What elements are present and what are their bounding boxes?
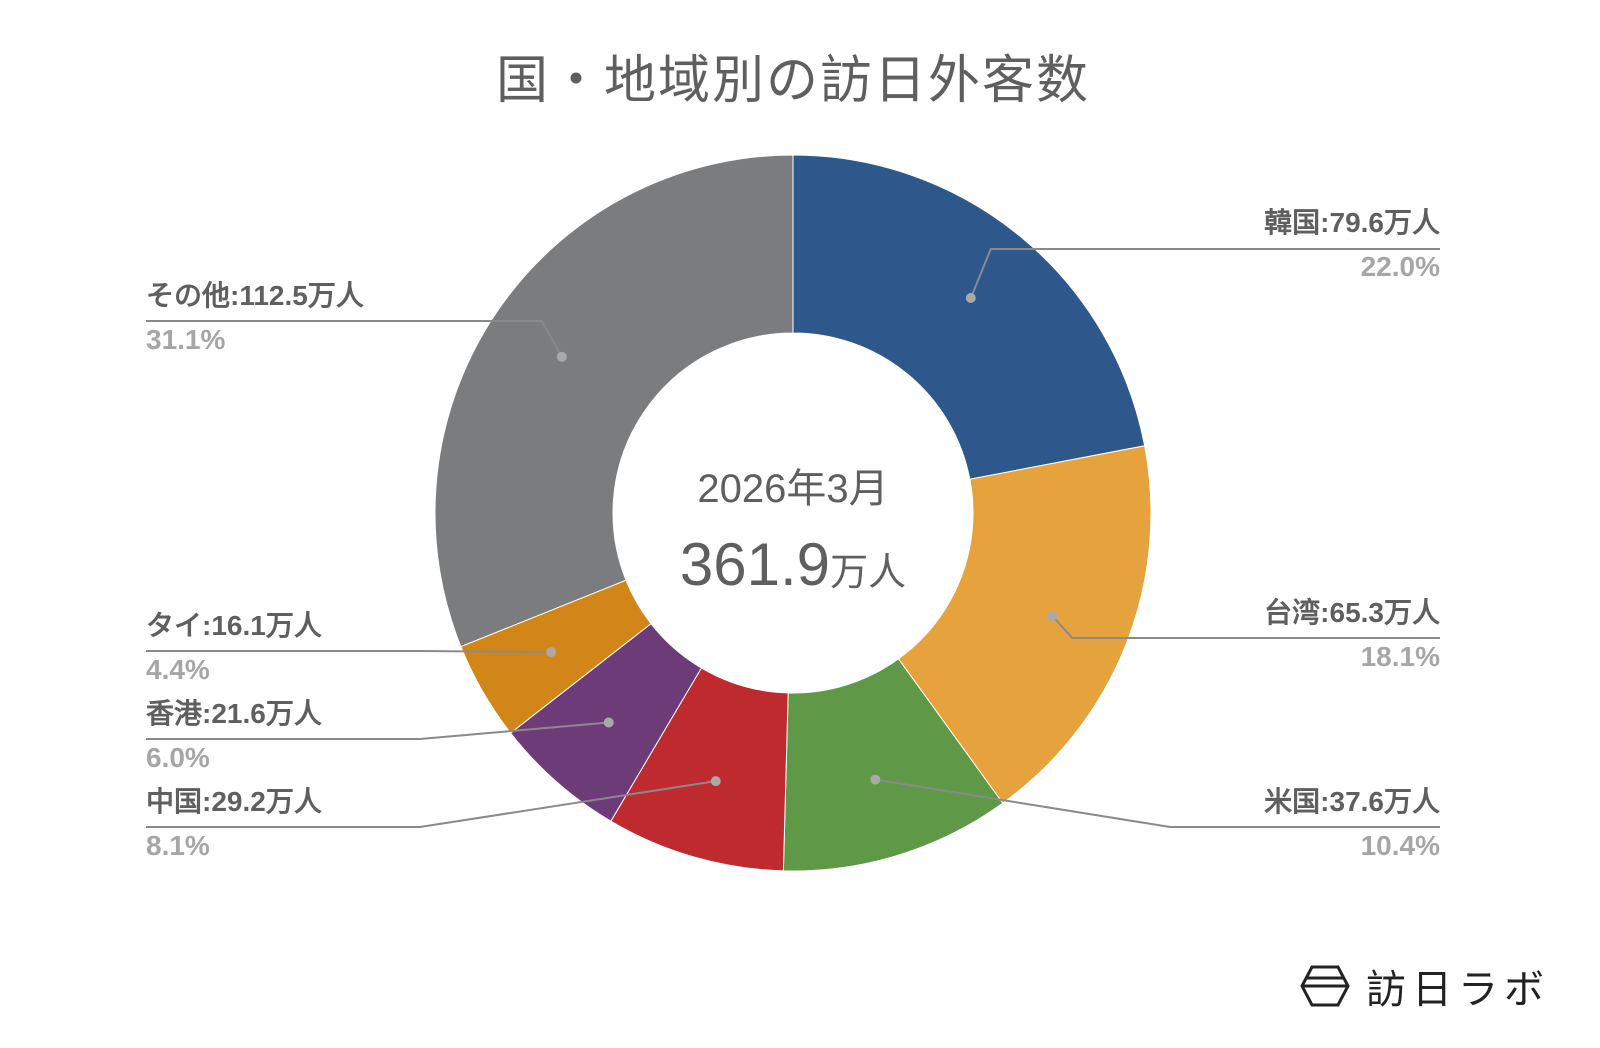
leader-lines	[146, 248, 1440, 828]
slice-2	[897, 445, 1152, 804]
leader-line	[1051, 615, 1440, 639]
label-name: その他:112.5万人	[146, 280, 364, 311]
label-name: 韓国:79.6万人	[1264, 207, 1440, 238]
leader-dot	[870, 774, 881, 785]
label-percent: 10.4%	[1360, 830, 1440, 861]
slice-1	[792, 154, 1146, 480]
leader-line	[875, 778, 1440, 828]
leader-dot	[1047, 610, 1058, 621]
label-percent: 18.1%	[1360, 641, 1440, 672]
leader-dot	[710, 776, 721, 787]
total-unit: 万人	[830, 552, 907, 594]
leader-dot	[965, 292, 976, 303]
leader-dot	[603, 717, 614, 728]
leader-line	[969, 248, 1440, 299]
label-name: 台湾:65.3万人	[1264, 597, 1440, 628]
donut-slices	[434, 154, 1152, 872]
label-usa: 米国:37.6万人 10.4%	[1264, 785, 1440, 863]
label-name: 香港:21.6万人	[146, 698, 322, 729]
slice-7	[434, 154, 794, 648]
brand-logo: 訪日ラボ	[1300, 958, 1550, 1014]
leader-line	[146, 721, 609, 740]
label-name: タイ:16.1万人	[146, 610, 322, 641]
label-percent: 6.0%	[146, 742, 210, 773]
leader-line	[146, 780, 716, 828]
leader-dot	[546, 647, 557, 658]
chart-title: 国・地域別の訪日外客数	[495, 51, 1090, 111]
label-taiwan: 台湾:65.3万人 18.1%	[1264, 596, 1440, 674]
brand-name: 訪日ラボ	[1366, 967, 1550, 1013]
label-others: その他:112.5万人 31.1%	[146, 279, 364, 357]
label-percent: 31.1%	[146, 324, 226, 355]
leader-line	[146, 650, 552, 654]
label-percent: 4.4%	[146, 654, 210, 685]
label-korea: 韓国:79.6万人 22.0%	[1264, 206, 1440, 284]
total-number: 361.9	[679, 531, 831, 598]
leader-dot	[556, 351, 567, 362]
label-name: 米国:37.6万人	[1264, 786, 1440, 817]
label-percent: 8.1%	[146, 830, 210, 861]
center-total: 361.9万人	[613, 530, 973, 599]
leader-line	[146, 320, 563, 358]
label-china: 中国:29.2万人 8.1%	[146, 785, 322, 863]
center-date: 2026年3月	[697, 467, 889, 511]
hexagon-logo-icon	[1300, 965, 1350, 1007]
label-name: 中国:29.2万人	[146, 786, 322, 817]
label-thailand: タイ:16.1万人 4.4%	[146, 609, 322, 687]
label-percent: 22.0%	[1360, 251, 1440, 282]
label-hongkong: 香港:21.6万人 6.0%	[146, 697, 322, 775]
